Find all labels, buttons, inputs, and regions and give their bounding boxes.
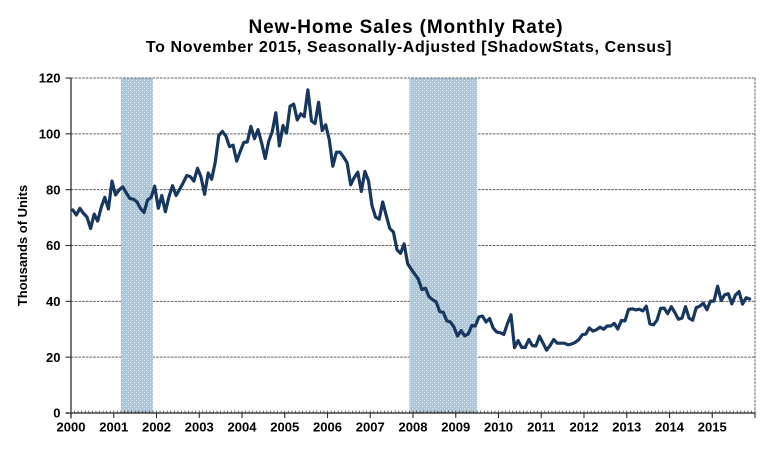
svg-text:120: 120: [39, 71, 61, 86]
svg-text:2004: 2004: [228, 420, 258, 435]
svg-text:2002: 2002: [142, 420, 171, 435]
svg-text:20: 20: [46, 350, 60, 365]
svg-text:40: 40: [46, 294, 60, 309]
svg-text:2000: 2000: [57, 420, 86, 435]
svg-text:2008: 2008: [399, 420, 428, 435]
svg-text:To November 2015, Seasonally-A: To November 2015, Seasonally-Adjusted [S…: [146, 39, 672, 56]
svg-text:0: 0: [53, 406, 60, 421]
svg-text:2012: 2012: [570, 420, 599, 435]
svg-text:2007: 2007: [356, 420, 385, 435]
svg-text:2005: 2005: [270, 420, 299, 435]
svg-text:2009: 2009: [441, 420, 470, 435]
svg-text:Thousands of Units: Thousands of Units: [15, 185, 30, 306]
svg-text:100: 100: [39, 127, 61, 142]
svg-text:New-Home Sales (Monthly Rate): New-Home Sales (Monthly Rate): [249, 17, 564, 38]
svg-text:60: 60: [46, 238, 60, 253]
svg-text:2015: 2015: [698, 420, 727, 435]
svg-text:2014: 2014: [655, 420, 685, 435]
svg-text:2003: 2003: [185, 420, 214, 435]
svg-text:2010: 2010: [484, 420, 513, 435]
svg-text:2006: 2006: [313, 420, 342, 435]
svg-text:2011: 2011: [527, 420, 555, 435]
svg-text:80: 80: [46, 182, 60, 197]
svg-text:2013: 2013: [612, 420, 641, 435]
svg-text:2001: 2001: [99, 420, 128, 435]
